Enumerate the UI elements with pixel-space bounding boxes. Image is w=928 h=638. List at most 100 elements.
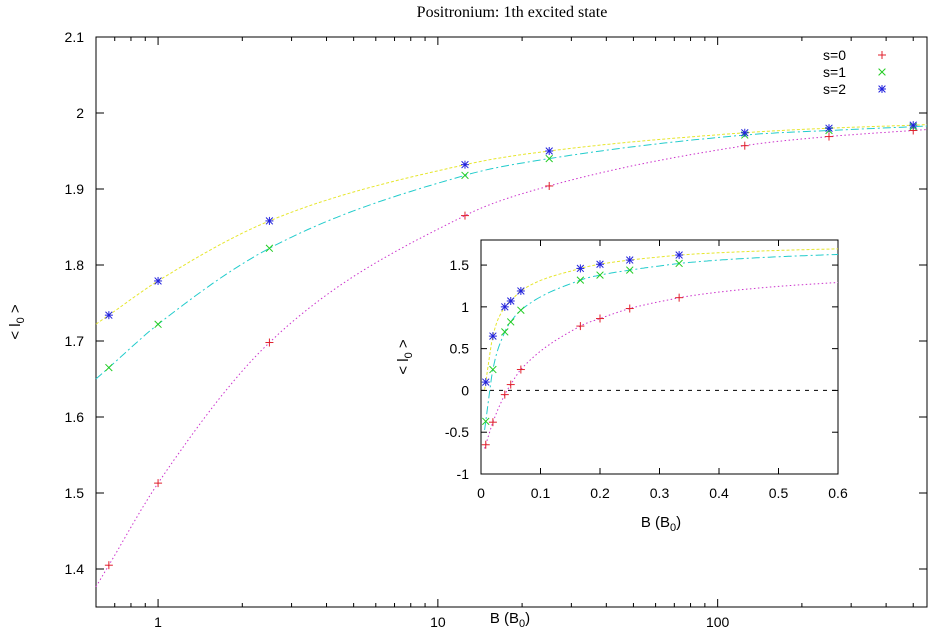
inset-point-s=0	[506, 380, 515, 389]
inset-point-s=0	[516, 365, 525, 374]
main-y-tick-label: 2	[76, 105, 84, 121]
inset-point-s=1	[517, 306, 525, 314]
inset-x-tick-label: 0.4	[709, 485, 729, 501]
inset-point-s=2	[675, 251, 684, 260]
inset-point-s=0	[625, 304, 634, 313]
inset-data-points	[481, 251, 684, 449]
inset-point-s=1	[596, 271, 604, 279]
main-point-s=2	[909, 121, 918, 130]
main-point-s=2	[825, 124, 834, 133]
main-fit-curve-s=0	[95, 129, 928, 587]
inset-fit-curves	[484, 248, 839, 449]
main-x-axis-label: B (B0)	[490, 610, 530, 630]
chart-title: Positronium: 1th excited state	[417, 4, 608, 21]
main-fit-curve-s=1	[95, 125, 928, 380]
inset-y-tick-label: 1	[461, 299, 469, 315]
inset-point-s=1	[501, 328, 509, 336]
legend: s=0 s=1 s=2	[823, 47, 886, 97]
inset-x-tick-labels: 0 0.1 0.2 0.3 0.4 0.5 0.6	[477, 485, 848, 501]
inset-point-s=2	[488, 332, 497, 341]
main-y-tick-label: 1.5	[65, 485, 85, 501]
main-point-s=2	[460, 160, 469, 169]
inset-y-tick-label: -1	[457, 466, 470, 482]
main-tick-marks	[95, 36, 927, 607]
main-x-tick-labels: 1 10 100	[154, 614, 729, 630]
main-fit-curves	[95, 124, 928, 587]
inset-fit-curve-s=0	[484, 282, 839, 449]
inset-y-tick-label: -0.5	[445, 424, 469, 440]
inset-background	[481, 240, 838, 474]
main-y-tick-label: 1.7	[65, 333, 85, 349]
inset-point-s=2	[506, 297, 515, 306]
inset-point-s=0	[481, 440, 490, 449]
main-point-s=1	[105, 363, 113, 372]
main-plot-frame	[95, 36, 928, 608]
inset-point-s=1	[576, 276, 585, 284]
inset-x-tick-label: 0	[477, 485, 485, 501]
main-x-tick-label: 10	[430, 614, 446, 630]
inset-x-tick-label: 0.6	[828, 485, 848, 501]
inset-point-s=0	[576, 322, 585, 331]
inset-point-s=1	[506, 318, 515, 326]
main-point-s=0	[740, 141, 749, 150]
main-data-points	[104, 121, 918, 570]
legend-entry-s1-label: s=1	[823, 64, 846, 80]
inset-x-tick-label: 0.2	[590, 485, 610, 501]
inset-point-s=1	[625, 266, 634, 274]
main-point-s=0	[825, 132, 834, 141]
main-fit-curve-s=2	[95, 124, 928, 325]
inset-x-tick-label: 0.1	[531, 485, 551, 501]
inset-tick-marks	[480, 240, 839, 475]
main-point-s=1	[545, 154, 553, 163]
inset-x-tick-label: 0.5	[769, 485, 789, 501]
inset-x-tick-label: 0.3	[650, 485, 670, 501]
inset-fit-curve-s=2	[484, 248, 838, 390]
main-point-s=0	[460, 211, 469, 220]
inset-y-tick-labels: -1 -0.5 0 0.5 1 1.5	[445, 257, 469, 482]
inset-point-s=2	[481, 378, 490, 387]
main-y-axis-label: < l0 >	[7, 304, 27, 340]
main-point-s=2	[545, 147, 554, 155]
main-y-tick-label: 1.8	[65, 257, 85, 273]
inset-point-s=0	[596, 314, 604, 323]
main-point-s=0	[265, 338, 274, 347]
legend-entry-s2-label: s=2	[823, 81, 846, 97]
main-point-s=0	[104, 561, 113, 570]
inset-point-s=1	[482, 417, 490, 426]
inset-y-tick-label: 0.5	[450, 341, 470, 357]
legend-marker-s=1	[878, 68, 886, 76]
inset-point-s=0	[675, 293, 684, 302]
inset-point-s=2	[516, 286, 525, 295]
main-point-s=1	[461, 171, 469, 180]
inset-y-tick-label: 0	[461, 382, 469, 398]
inset-point-s=2	[625, 256, 634, 265]
legend-entry-s0-label: s=0	[823, 47, 846, 63]
inset-point-s=2	[500, 302, 509, 311]
inset-y-tick-label: 1.5	[450, 257, 470, 273]
main-point-s=2	[154, 276, 163, 285]
inset-y-axis-label: < l0 >	[395, 339, 415, 375]
legend-marker-s=0	[878, 51, 886, 59]
main-point-s=2	[740, 128, 749, 137]
inset-point-s=0	[488, 418, 497, 427]
main-point-s=1	[265, 244, 274, 253]
main-point-s=2	[104, 311, 113, 320]
main-y-tick-label: 1.6	[65, 409, 85, 425]
main-y-tick-label: 1.4	[65, 561, 85, 577]
main-x-tick-label: 100	[706, 614, 730, 630]
inset-point-s=2	[596, 260, 604, 269]
main-y-tick-label: 1.9	[65, 181, 85, 197]
legend-marker-s=2	[878, 85, 886, 93]
inset-fit-curve-s=1	[484, 254, 838, 431]
inset-point-s=0	[500, 390, 509, 399]
main-point-s=2	[265, 216, 274, 225]
main-point-s=1	[154, 320, 162, 329]
main-point-s=0	[154, 479, 163, 488]
main-y-tick-label: 2.1	[65, 29, 85, 45]
main-y-tick-labels: 1.4 1.5 1.6 1.7 1.8 1.9 2 2.1	[65, 29, 85, 577]
main-point-s=0	[545, 181, 554, 190]
inset-point-s=2	[576, 264, 585, 273]
inset-point-s=1	[675, 259, 683, 268]
inset-point-s=1	[489, 365, 497, 374]
